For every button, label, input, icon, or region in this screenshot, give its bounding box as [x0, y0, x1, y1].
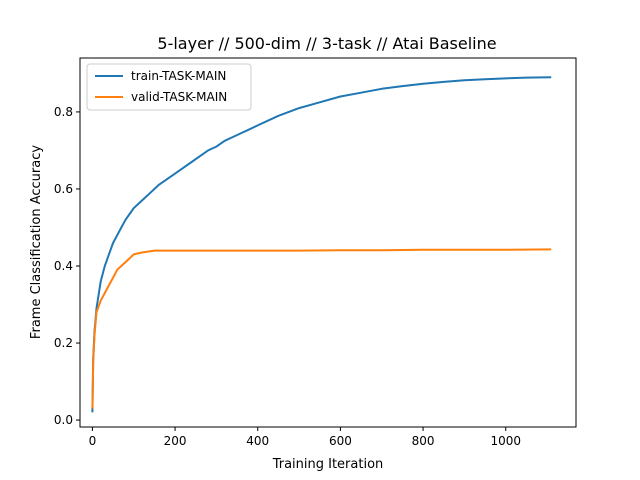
- plot-area: [80, 58, 576, 427]
- legend: train-TASK-MAIN valid-TASK-MAIN: [86, 63, 252, 111]
- y-tick-label: 0.4: [54, 259, 73, 273]
- y-tick-label: 0.6: [54, 182, 73, 196]
- y-tick-label: 0.8: [54, 105, 73, 119]
- valid-series-line: [91, 248, 552, 409]
- chart-title: 5-layer // 500-dim // 3-task // Atai Bas…: [157, 34, 496, 53]
- x-tick-label: 800: [412, 434, 435, 448]
- x-tick-label: 1000: [490, 434, 521, 448]
- legend-box: [86, 63, 252, 111]
- y-tick-label: 0.2: [54, 336, 73, 350]
- train-series-line: [91, 76, 552, 413]
- plot-background: [80, 58, 576, 427]
- x-axis-label: Training Iteration: [272, 457, 384, 472]
- axes-border: [79, 57, 577, 428]
- x-tick-label: 200: [164, 434, 187, 448]
- y-axis-ticks: 0.0 0.2 0.4 0.6 0.8: [54, 105, 80, 427]
- x-tick-label: 600: [329, 434, 352, 448]
- legend-label-train: train-TASK-MAIN: [131, 69, 226, 83]
- y-axis-label: Frame Classification Accuracy: [29, 145, 44, 339]
- series-layer: [91, 76, 552, 413]
- x-tick-label: 400: [246, 434, 269, 448]
- x-tick-label: 0: [89, 434, 97, 448]
- x-axis-ticks: 0 200 400 600 800 1000: [89, 427, 521, 448]
- axes-frame: [79, 57, 577, 428]
- legend-label-valid: valid-TASK-MAIN: [131, 90, 227, 104]
- y-tick-label: 0.0: [54, 413, 73, 427]
